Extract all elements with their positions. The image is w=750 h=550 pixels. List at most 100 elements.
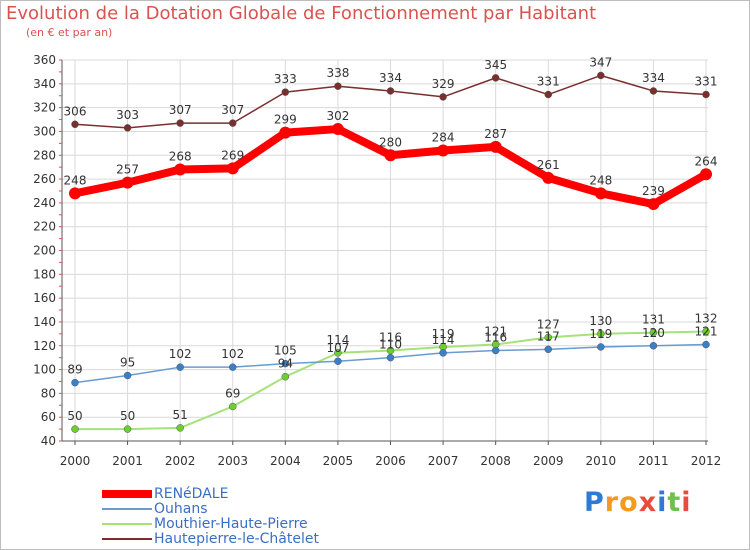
y-tick-label: 220 bbox=[33, 220, 56, 234]
logo-letter: t bbox=[667, 487, 682, 518]
logo-letter: i bbox=[681, 487, 692, 518]
x-tick-label: 2012 bbox=[691, 454, 722, 468]
data-label: 121 bbox=[484, 325, 507, 339]
series-point-2 bbox=[334, 349, 342, 357]
y-tick-label: 40 bbox=[41, 434, 56, 448]
series-point-0 bbox=[174, 163, 187, 176]
legend-swatch bbox=[102, 508, 152, 510]
chart-title: Evolution de la Dotation Globale de Fonc… bbox=[6, 3, 597, 24]
series-point-1 bbox=[71, 378, 79, 387]
series-point-3 bbox=[281, 88, 290, 96]
data-label: 51 bbox=[173, 408, 188, 422]
data-label: 303 bbox=[116, 108, 139, 122]
series-point-2 bbox=[702, 327, 710, 336]
series-point-1 bbox=[702, 340, 710, 349]
series-point-0 bbox=[384, 149, 397, 162]
series-point-1 bbox=[386, 353, 395, 362]
x-tick-label: 2006 bbox=[375, 454, 406, 468]
data-label: 131 bbox=[642, 313, 665, 327]
data-label: 345 bbox=[484, 58, 507, 72]
data-label: 264 bbox=[695, 154, 718, 168]
series-point-0 bbox=[542, 171, 555, 184]
data-label: 239 bbox=[642, 184, 665, 198]
logo-letter: i bbox=[657, 487, 668, 518]
proxiti-logo: Proxiti bbox=[584, 487, 692, 518]
data-label: 127 bbox=[537, 317, 560, 331]
series-point-1 bbox=[439, 349, 447, 357]
y-tick-label: 60 bbox=[41, 410, 56, 424]
data-label: 257 bbox=[116, 163, 139, 177]
series-point-1 bbox=[544, 345, 552, 354]
data-label: 331 bbox=[695, 75, 718, 89]
data-label: 107 bbox=[326, 341, 349, 355]
series-point-2 bbox=[544, 333, 552, 342]
series-point-3 bbox=[491, 74, 500, 82]
y-tick-label: 320 bbox=[33, 101, 56, 115]
series-point-0 bbox=[437, 144, 450, 157]
series-point-3 bbox=[123, 124, 132, 132]
data-label: 116 bbox=[379, 331, 402, 345]
series-point-2 bbox=[123, 425, 132, 433]
series-point-3 bbox=[334, 82, 342, 90]
logo-letter: r bbox=[604, 487, 620, 518]
x-tick-label: 2009 bbox=[533, 454, 564, 468]
data-label: 284 bbox=[432, 130, 455, 144]
series-point-0 bbox=[69, 187, 81, 200]
series-point-3 bbox=[176, 119, 184, 127]
data-label: 95 bbox=[120, 356, 135, 370]
data-label: 269 bbox=[221, 148, 244, 162]
series-point-1 bbox=[491, 346, 500, 355]
data-label: 94 bbox=[278, 357, 293, 371]
data-label: 248 bbox=[589, 173, 612, 187]
series-point-3 bbox=[649, 87, 658, 95]
series-point-3 bbox=[597, 71, 605, 80]
legend-swatch bbox=[102, 523, 152, 525]
chart-subtitle: (en € et par an) bbox=[26, 26, 113, 39]
data-label: 334 bbox=[642, 71, 665, 85]
series-point-2 bbox=[229, 402, 237, 411]
x-tick-label: 2001 bbox=[112, 454, 143, 468]
data-label: 280 bbox=[379, 135, 402, 149]
legend-swatch bbox=[102, 490, 152, 498]
legend-swatch bbox=[102, 538, 152, 540]
data-label: 119 bbox=[589, 327, 612, 341]
line-chart: 40 60 80 100 120 140 160 180 200 220 240 260 280 300 3… bbox=[33, 53, 722, 468]
x-tick-label: 2010 bbox=[586, 454, 617, 468]
series-point-1 bbox=[123, 371, 132, 380]
data-label: 102 bbox=[169, 347, 192, 361]
series-point-3 bbox=[71, 120, 79, 129]
data-label: 307 bbox=[169, 103, 192, 117]
x-tick-label: 2007 bbox=[428, 454, 459, 468]
series-point-0 bbox=[121, 176, 134, 189]
logo-letter: x bbox=[638, 487, 658, 518]
data-label: 50 bbox=[120, 409, 135, 423]
series-point-1 bbox=[176, 363, 184, 371]
data-label: 307 bbox=[221, 103, 244, 117]
data-label: 110 bbox=[379, 338, 402, 352]
data-label: 306 bbox=[64, 104, 87, 118]
logo-letter: o bbox=[619, 487, 639, 518]
data-label: 347 bbox=[589, 55, 612, 69]
y-tick-label: 300 bbox=[33, 124, 56, 138]
y-tick-label: 100 bbox=[33, 363, 56, 377]
series-point-2 bbox=[71, 425, 79, 433]
y-tick-label: 360 bbox=[33, 53, 56, 67]
series-point-1 bbox=[229, 363, 237, 371]
y-tick-label: 260 bbox=[33, 172, 56, 186]
x-tick-label: 2011 bbox=[638, 454, 669, 468]
data-label: 89 bbox=[67, 363, 82, 377]
series-point-3 bbox=[229, 119, 237, 127]
data-label: 102 bbox=[221, 347, 244, 361]
series-point-0 bbox=[647, 198, 660, 211]
series-point-1 bbox=[649, 342, 658, 350]
x-tick-label: 2004 bbox=[270, 454, 301, 468]
legend-label: Hautepierre-le-Châtelet bbox=[154, 531, 319, 547]
data-label: 119 bbox=[432, 327, 455, 341]
data-label: 69 bbox=[225, 386, 240, 400]
series-point-2 bbox=[649, 328, 658, 337]
data-label: 338 bbox=[326, 66, 349, 80]
legend-label: RENéDALE bbox=[154, 486, 229, 502]
data-label: 132 bbox=[695, 311, 718, 325]
data-label: 331 bbox=[537, 75, 560, 89]
series-point-0 bbox=[489, 140, 502, 153]
